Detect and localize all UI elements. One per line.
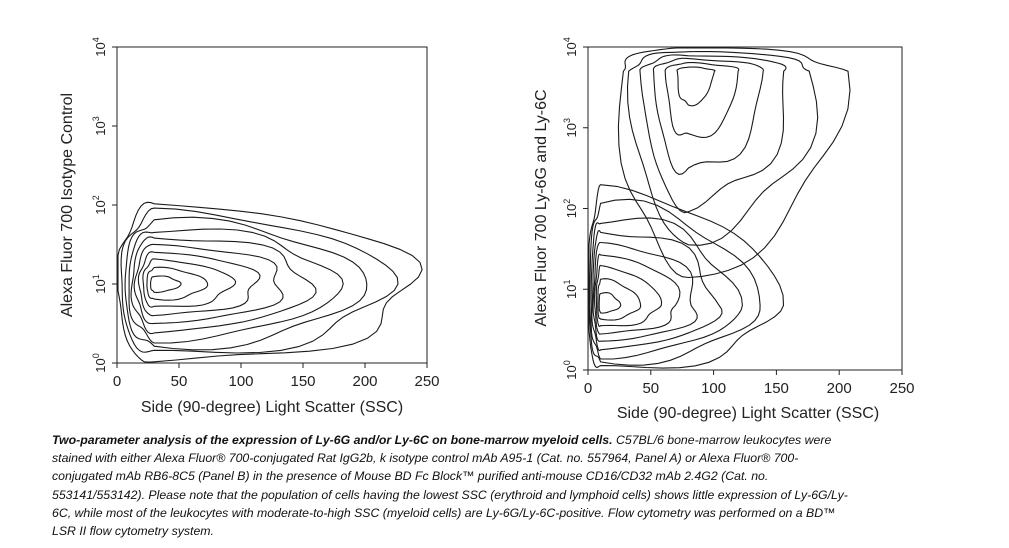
panel-a-x-axis-title: Side (90-degree) Light Scatter (SSC) xyxy=(141,399,403,416)
figure: 0 50 100 150 200 250 100 101 102 103 104 Side (90… xyxy=(59,37,915,422)
contour-line xyxy=(595,264,663,327)
y-tick-label: 103 xyxy=(562,118,579,137)
x-tick-label: 250 xyxy=(889,380,914,397)
contour-line xyxy=(137,251,261,317)
panel-b-x-ticks: 0 50 100 150 200 250 xyxy=(584,370,915,397)
panel-a-contours xyxy=(117,201,423,363)
panel-a-x-ticks: 0 50 100 150 200 250 xyxy=(113,363,440,390)
x-tick-label: 100 xyxy=(701,380,726,397)
panel-b-frame xyxy=(587,46,903,371)
contour-line xyxy=(676,66,716,107)
contour-line xyxy=(592,241,698,342)
contour-line xyxy=(652,57,764,175)
x-tick-label: 50 xyxy=(642,380,659,397)
y-tick-label: 101 xyxy=(91,274,108,293)
x-tick-label: 200 xyxy=(827,380,852,397)
contour-line xyxy=(589,198,761,366)
figure-caption: Two-parameter analysis of the expression… xyxy=(52,431,852,540)
y-tick-label: 103 xyxy=(91,116,108,135)
x-tick-label: 0 xyxy=(584,380,592,397)
contour-line xyxy=(591,229,723,352)
panel-b-x-axis-title: Side (90-degree) Light Scatter (SSC) xyxy=(617,405,879,422)
panel-b-plot: 0 50 100 150 200 250 100 101 102 103 104 Side (90… xyxy=(533,37,915,422)
contour-line xyxy=(128,228,344,344)
contour-line xyxy=(664,62,740,138)
x-tick-label: 150 xyxy=(764,380,789,397)
contour-line xyxy=(133,243,284,325)
y-tick-label: 102 xyxy=(91,195,108,214)
contour-line xyxy=(617,47,851,279)
panel-a-plot: 0 50 100 150 200 250 100 101 102 103 104 Side (90… xyxy=(59,37,440,416)
contour-line xyxy=(150,275,182,293)
x-tick-label: 150 xyxy=(290,373,315,390)
x-tick-label: 100 xyxy=(228,373,253,390)
y-tick-label: 104 xyxy=(562,37,579,56)
panel-b-y-axis-title: Alexa Fluor 700 Ly-6G and Ly-6C xyxy=(533,89,550,326)
contour-line xyxy=(598,292,622,314)
y-tick-label: 100 xyxy=(91,353,108,372)
y-tick-label: 101 xyxy=(562,280,579,299)
contour-line xyxy=(594,253,681,335)
y-tick-label: 104 xyxy=(91,37,108,56)
panel-a-y-axis-title: Alexa Fluor 700 Isotype Control xyxy=(59,93,76,317)
contour-line xyxy=(626,50,819,246)
contour-line xyxy=(597,278,642,321)
contour-line xyxy=(130,236,317,335)
x-tick-label: 50 xyxy=(171,373,188,390)
x-tick-label: 250 xyxy=(414,373,439,390)
caption-title: Two-parameter analysis of the expression… xyxy=(52,433,613,447)
x-tick-label: 200 xyxy=(352,373,377,390)
panel-b-y-ticks: 100 101 102 103 104 xyxy=(562,37,588,380)
contour-line xyxy=(142,258,237,308)
contour-line xyxy=(124,216,368,351)
contour-line xyxy=(146,266,209,301)
contour-line xyxy=(588,184,785,369)
contour-line xyxy=(639,54,787,214)
x-tick-label: 0 xyxy=(113,373,121,390)
contour-line xyxy=(590,217,743,360)
caption-body: C57BL/6 bone-marrow leukocytes were stai… xyxy=(52,433,848,539)
y-tick-label: 102 xyxy=(562,199,579,218)
panel-a-y-ticks: 100 101 102 103 104 xyxy=(91,37,117,373)
y-tick-label: 100 xyxy=(562,360,579,379)
contour-line xyxy=(117,201,423,363)
panel-b-contours xyxy=(588,47,851,369)
contour-line xyxy=(120,207,399,354)
